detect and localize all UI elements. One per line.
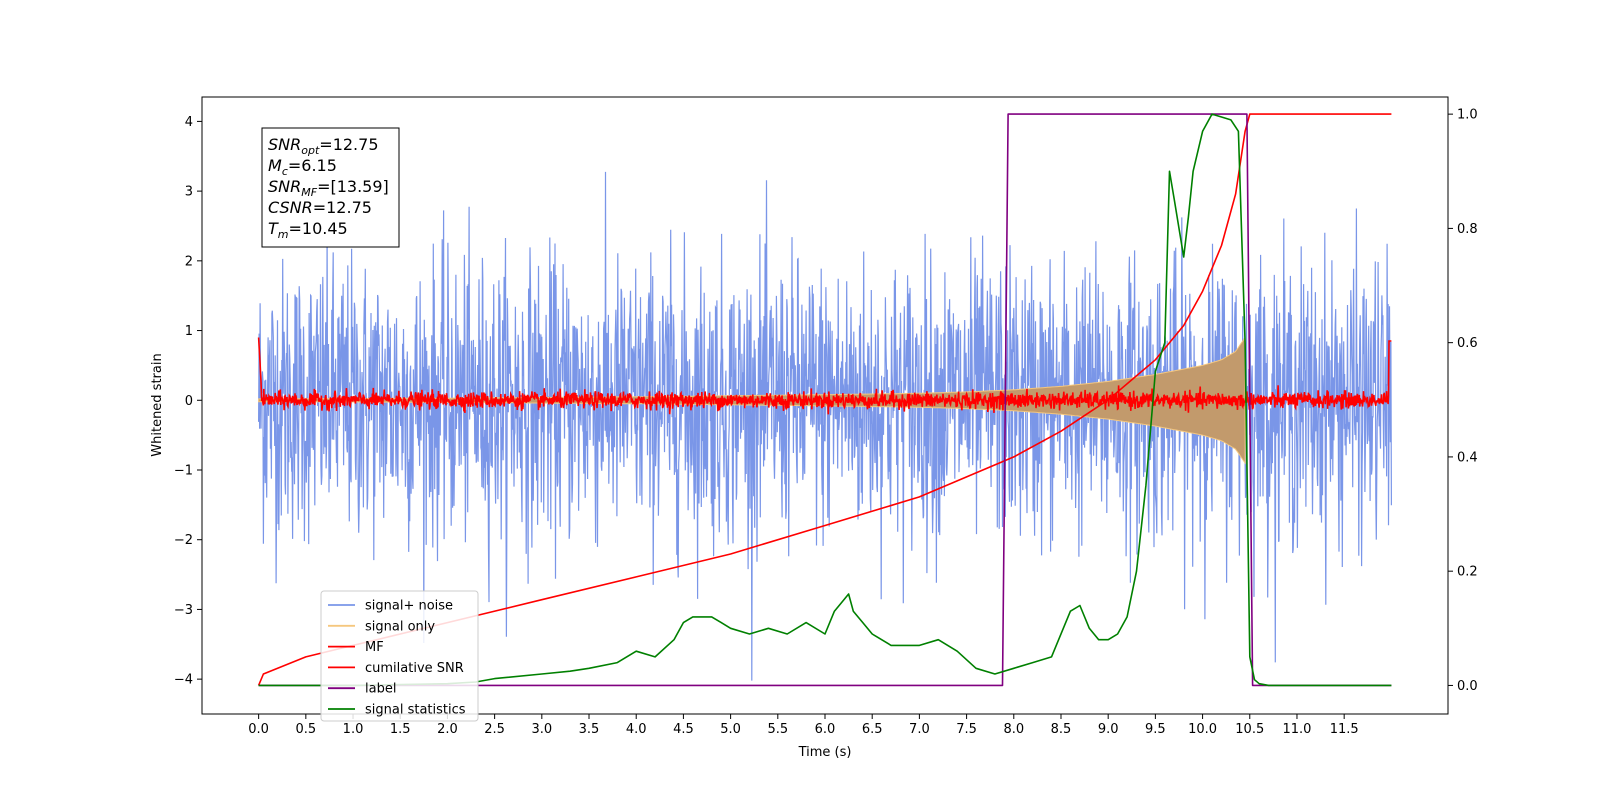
y2-tick-label: 0.8 <box>1457 222 1478 237</box>
x-tick-label: 7.5 <box>956 722 977 737</box>
x-tick-label: 8.0 <box>1003 722 1024 737</box>
x-tick-label: 8.5 <box>1051 722 1072 737</box>
x-tick-label: 0.5 <box>295 722 316 737</box>
x-tick-label: 10.5 <box>1235 722 1264 737</box>
x-tick-label: 9.5 <box>1145 722 1166 737</box>
x-tick-label: 1.0 <box>343 722 364 737</box>
series-mf <box>257 337 1392 415</box>
x-tick-label: 0.0 <box>248 722 269 737</box>
x-tick-label: 5.5 <box>767 722 788 737</box>
x-tick-label: 9.0 <box>1098 722 1119 737</box>
info-line: CSNR=12.75 <box>268 198 372 217</box>
x-tick-label: 6.0 <box>815 722 836 737</box>
y-tick-label: 1 <box>185 324 193 339</box>
x-tick-label: 3.5 <box>579 722 600 737</box>
x-tick-label: 10.0 <box>1188 722 1217 737</box>
y-tick-label: 2 <box>185 254 193 269</box>
info-line: Mc=6.15 <box>268 156 337 178</box>
y2-tick-label: 0.4 <box>1457 450 1478 465</box>
legend-label: signal statistics <box>365 703 466 718</box>
y-tick-label: −4 <box>174 673 193 688</box>
x-axis-label: Time (s) <box>798 745 852 760</box>
legend-label: signal only <box>365 619 435 634</box>
info-line: SNRopt=12.75 <box>268 135 379 157</box>
y-axis-left: 4 3 2 1 0 −1 −2 −3 −4 <box>174 115 202 688</box>
series-signal-statistics <box>258 113 1392 687</box>
legend-label: signal+ noise <box>365 599 453 614</box>
x-tick-label: 2.0 <box>437 722 458 737</box>
y2-tick-label: 1.0 <box>1457 108 1478 123</box>
y-tick-label: −3 <box>174 603 193 618</box>
series-signal-noise <box>258 171 1392 681</box>
info-box: SNRopt=12.75Mc=6.15SNRMF=[13.59]CSNR=12.… <box>261 127 400 248</box>
y-tick-label: 3 <box>185 185 193 200</box>
x-tick-label: 4.0 <box>626 722 647 737</box>
x-tick-label: 6.5 <box>862 722 883 737</box>
y2-tick-label: 0.6 <box>1457 336 1478 351</box>
y-tick-label: −2 <box>174 533 193 548</box>
x-tick-label: 5.0 <box>720 722 741 737</box>
y2-tick-label: 0.0 <box>1457 679 1478 694</box>
x-tick-label: 2.5 <box>484 722 505 737</box>
y-tick-label: 4 <box>185 115 193 130</box>
x-axis: 0.0 0.5 1.0 1.5 2.0 2.5 3.0 3.5 4.0 4.5 5.0 5.5 6.0 6… <box>248 714 1359 737</box>
x-tick-label: 1.5 <box>390 722 411 737</box>
info-box-frame <box>261 127 400 248</box>
info-line: Tm=10.45 <box>268 219 348 241</box>
y-tick-label: −1 <box>174 463 193 478</box>
x-tick-label: 11.5 <box>1330 722 1359 737</box>
x-tick-label: 4.5 <box>673 722 694 737</box>
y-axis-label: Whitened strain <box>150 353 165 456</box>
x-tick-label: 7.0 <box>909 722 930 737</box>
legend-label: MF <box>365 640 384 655</box>
legend-label: label <box>365 682 396 697</box>
x-tick-label: 3.0 <box>531 722 552 737</box>
legend-label: cumilative SNR <box>365 661 464 676</box>
legend-frame <box>320 590 479 722</box>
y-tick-label: 0 <box>185 394 193 409</box>
legend: signal+ noise signal only MF cumilative SNR… <box>320 590 479 722</box>
info-line: SNRMF=[13.59] <box>268 177 389 199</box>
x-tick-label: 11.0 <box>1282 722 1311 737</box>
y-axis-right: 1.0 0.8 0.6 0.4 0.2 0.0 <box>1448 108 1478 694</box>
y2-tick-label: 0.2 <box>1457 565 1478 580</box>
